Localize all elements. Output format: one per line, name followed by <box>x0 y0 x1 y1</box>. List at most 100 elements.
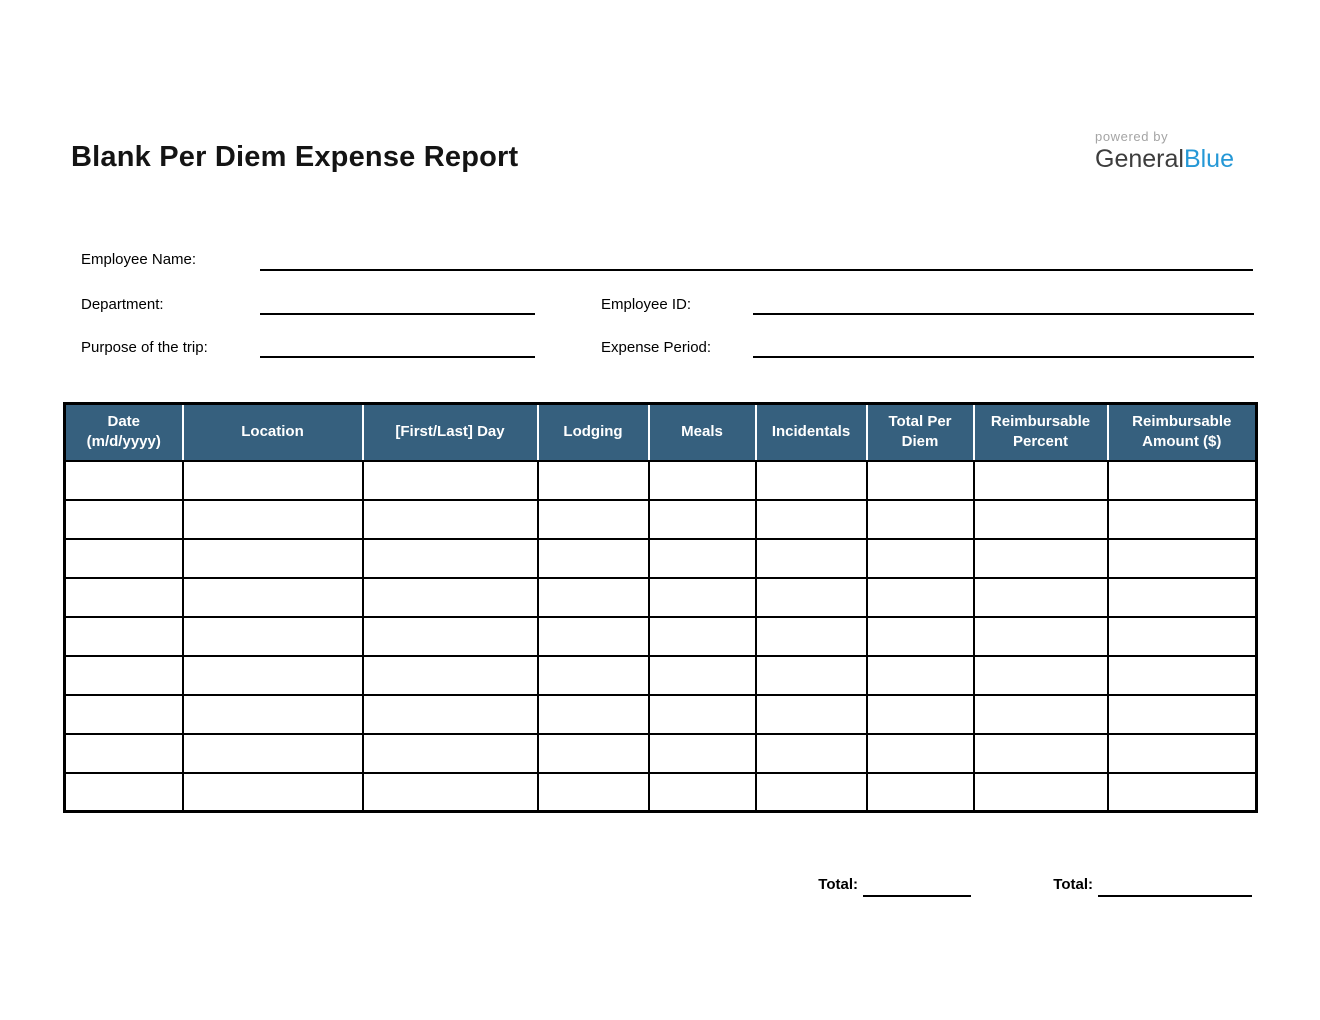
table-row <box>63 576 1258 618</box>
table-cell[interactable] <box>536 732 650 774</box>
table-cell[interactable] <box>865 693 975 735</box>
table-cell[interactable] <box>361 693 539 735</box>
expense-period-field[interactable] <box>753 342 1254 358</box>
table-cell[interactable] <box>754 654 868 696</box>
table-cell[interactable] <box>754 459 868 501</box>
table-cell[interactable] <box>1106 498 1258 540</box>
table-cell[interactable] <box>63 771 184 813</box>
table-cell[interactable] <box>536 576 650 618</box>
table-cell[interactable] <box>1106 459 1258 501</box>
table-cell[interactable] <box>361 576 539 618</box>
table-cell[interactable] <box>647 732 757 774</box>
table-cell[interactable] <box>865 654 975 696</box>
table-cell[interactable] <box>361 771 539 813</box>
table-cell[interactable] <box>1106 693 1258 735</box>
table-cell[interactable] <box>972 732 1109 774</box>
table-cell[interactable] <box>972 576 1109 618</box>
total-reimbursable-field[interactable] <box>1098 880 1252 897</box>
table-cell[interactable] <box>361 732 539 774</box>
table-cell[interactable] <box>361 459 539 501</box>
table-cell[interactable] <box>361 498 539 540</box>
table-cell[interactable] <box>536 459 650 501</box>
table-cell[interactable] <box>181 459 364 501</box>
table-cell[interactable] <box>754 537 868 579</box>
table-cell[interactable] <box>865 459 975 501</box>
table-cell[interactable] <box>181 498 364 540</box>
table-cell[interactable] <box>536 537 650 579</box>
table-cell[interactable] <box>865 732 975 774</box>
table-cell[interactable] <box>1106 771 1258 813</box>
table-cell[interactable] <box>754 693 868 735</box>
table-cell[interactable] <box>63 693 184 735</box>
employee-name-field[interactable] <box>260 255 1253 271</box>
table-cell[interactable] <box>63 732 184 774</box>
table-cell[interactable] <box>972 537 1109 579</box>
table-cell[interactable] <box>63 576 184 618</box>
table-cell[interactable] <box>647 498 757 540</box>
table-cell[interactable] <box>865 771 975 813</box>
table-cell[interactable] <box>181 771 364 813</box>
table-cell[interactable] <box>972 654 1109 696</box>
table-cell[interactable] <box>181 693 364 735</box>
table-cell[interactable] <box>647 771 757 813</box>
table-cell[interactable] <box>63 537 184 579</box>
table-row <box>63 615 1258 657</box>
table-cell[interactable] <box>865 537 975 579</box>
department-field[interactable] <box>260 299 535 315</box>
table-cell[interactable] <box>972 693 1109 735</box>
employee-id-field[interactable] <box>753 299 1254 315</box>
table-cell[interactable] <box>865 498 975 540</box>
employee-id-label: Employee ID: <box>601 296 692 313</box>
table-cell[interactable] <box>1106 537 1258 579</box>
table-cell[interactable] <box>647 693 757 735</box>
table-cell[interactable] <box>754 615 868 657</box>
table-cell[interactable] <box>63 615 184 657</box>
table-cell[interactable] <box>181 732 364 774</box>
table-cell[interactable] <box>754 498 868 540</box>
table-cell[interactable] <box>63 498 184 540</box>
table-cell[interactable] <box>536 654 650 696</box>
table-cell[interactable] <box>361 654 539 696</box>
table-cell[interactable] <box>63 459 184 501</box>
brand-name-accent: Blue <box>1183 145 1234 173</box>
table-cell[interactable] <box>647 576 757 618</box>
table-cell[interactable] <box>647 537 757 579</box>
table-cell[interactable] <box>63 654 184 696</box>
table-cell[interactable] <box>181 537 364 579</box>
table-cell[interactable] <box>754 576 868 618</box>
table-cell[interactable] <box>361 615 539 657</box>
brand-wordmark: GeneralBlue <box>1095 145 1234 173</box>
table-cell[interactable] <box>1106 654 1258 696</box>
table-cell[interactable] <box>181 615 364 657</box>
table-cell[interactable] <box>536 498 650 540</box>
table-cell[interactable] <box>536 693 650 735</box>
expense-period-label: Expense Period: <box>601 339 712 356</box>
brand-name-primary: General <box>1095 145 1184 173</box>
table-row <box>63 732 1258 774</box>
table-cell[interactable] <box>647 615 757 657</box>
table-cell[interactable] <box>647 459 757 501</box>
table-cell[interactable] <box>1106 576 1258 618</box>
table-cell[interactable] <box>181 576 364 618</box>
table-cell[interactable] <box>181 654 364 696</box>
table-cell[interactable] <box>536 615 650 657</box>
table-cell[interactable] <box>972 615 1109 657</box>
table-cell[interactable] <box>754 732 868 774</box>
table-cell[interactable] <box>865 615 975 657</box>
table-cell[interactable] <box>647 654 757 696</box>
table-cell[interactable] <box>1106 732 1258 774</box>
table-cell[interactable] <box>865 576 975 618</box>
table-cell[interactable] <box>972 771 1109 813</box>
column-header-date: Date (m/d/yyyy) <box>64 403 183 462</box>
table-cell[interactable] <box>972 498 1109 540</box>
purpose-of-trip-field[interactable] <box>260 342 535 358</box>
total-per-diem-field[interactable] <box>863 880 971 897</box>
table-cell[interactable] <box>536 771 650 813</box>
table-cell[interactable] <box>1106 615 1258 657</box>
table-cell[interactable] <box>754 771 868 813</box>
table-cell[interactable] <box>972 459 1109 501</box>
table-header-row: Date (m/d/yyyy) Location [First/Last] Da… <box>64 403 1257 462</box>
table-cell[interactable] <box>361 537 539 579</box>
table-row <box>63 498 1258 540</box>
